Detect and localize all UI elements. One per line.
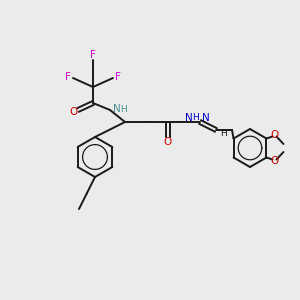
Text: O: O [270,155,279,166]
Text: H: H [120,104,127,113]
Text: F: F [65,72,71,82]
Text: O: O [164,137,172,147]
Text: N: N [113,104,121,114]
Text: F: F [90,50,96,60]
Text: N: N [185,113,193,123]
Text: H: H [220,128,227,137]
Text: O: O [70,107,78,117]
Text: N: N [202,113,210,123]
Text: O: O [270,130,279,140]
Text: F: F [115,72,121,82]
Text: H: H [192,113,199,122]
